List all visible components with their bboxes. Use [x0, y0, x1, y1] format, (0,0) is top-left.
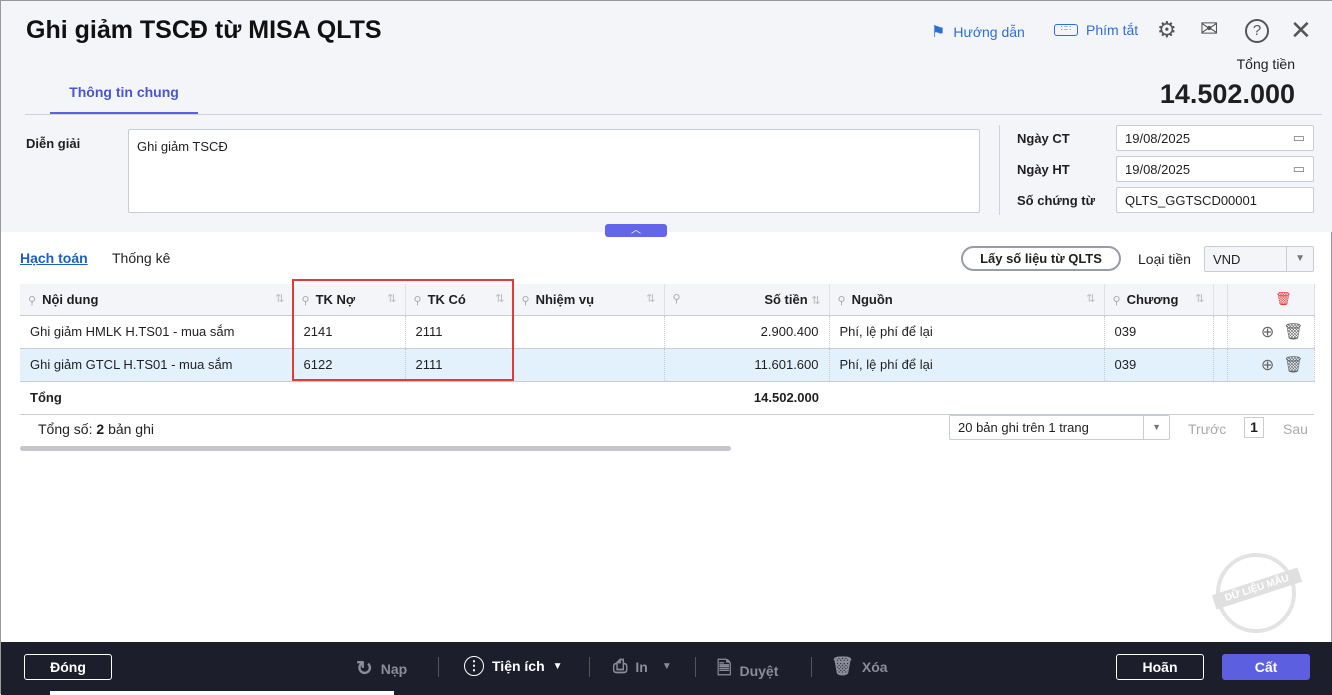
footer-toolbar: Đóng ↻ Nạp ⋮ Tiện ích ▼ ⎙ In ▼ 🗎 Duyệt 🗑 Xóa Ho… [1, 642, 1332, 695]
chevron-down-icon: ▼ [1143, 416, 1161, 439]
col-credit[interactable]: ⚲ TK Có ⇅ [405, 284, 514, 316]
delete-button[interactable]: 🗑 Xóa [831, 656, 888, 676]
voucher-input[interactable]: QLTS_GGTSCD00001 [1116, 187, 1314, 213]
add-row-icon[interactable]: ⊕ [1260, 356, 1275, 374]
date-ct-label: Ngày CT [1017, 131, 1070, 146]
sort-icon[interactable]: ⇅ [387, 292, 397, 305]
save-button[interactable]: Cất [1222, 654, 1310, 680]
sort-icon[interactable]: ⇅ [646, 292, 656, 305]
table-header: ⚲ Nội dung ⇅ ⚲ TK Nợ ⇅ ⚲ TK Có ⇅ ⚲ Nhiệm vụ ⇅ ⚲ S… [20, 284, 1315, 316]
col-content[interactable]: ⚲ Nội dung ⇅ [20, 284, 294, 316]
page-1-button[interactable]: 1 [1244, 417, 1264, 438]
pin-icon[interactable]: ⚲ [301, 294, 310, 307]
shortcuts-link[interactable]: ∷∷ Phím tắt [1054, 22, 1138, 38]
date-ht-input[interactable]: 19/08/2025 ▭ [1116, 156, 1314, 182]
guide-link[interactable]: ⚑ Hướng dẫn [931, 24, 1025, 41]
tab-general-info[interactable]: Thông tin chung [50, 71, 198, 115]
approve-button[interactable]: 🗎 Duyệt [717, 656, 778, 686]
col-actions: 🗑 [1227, 284, 1315, 316]
keyboard-icon: ∷∷ [1054, 24, 1078, 36]
mail-icon[interactable]: ✉ [1200, 16, 1219, 41]
trash-icon[interactable]: 🗑 [1283, 323, 1304, 341]
scroll-indicator [50, 691, 394, 695]
accounting-table: ⚲ Nội dung ⇅ ⚲ TK Nợ ⇅ ⚲ TK Có ⇅ ⚲ Nhiệm vụ ⇅ ⚲ S… [20, 284, 1315, 415]
table-row[interactable]: Ghi giảm HMLK H.TS01 - mua sắm 2141 2111… [20, 315, 1315, 349]
record-count: Tổng số: 2 bản ghi [38, 421, 154, 437]
calendar-icon[interactable]: ▭ [1292, 130, 1305, 145]
sort-icon[interactable]: ⇅ [495, 292, 505, 305]
tab-accounting[interactable]: Hạch toán [20, 250, 88, 266]
date-ht-label: Ngày HT [1017, 162, 1070, 177]
description-label: Diễn giải [26, 136, 81, 151]
sample-data-watermark: DỮ LIỆU MẪU [1211, 553, 1303, 633]
trash-icon[interactable]: 🗑 [1283, 356, 1304, 374]
sort-icon[interactable]: ⇅ [1195, 292, 1205, 305]
col-debit[interactable]: ⚲ TK Nợ ⇅ [293, 284, 406, 316]
collapse-button[interactable]: ︿ [605, 224, 667, 237]
col-amount[interactable]: ⚲ Số tiền ⇅ [664, 284, 830, 316]
table-row[interactable]: Ghi giảm GTCL H.TS01 - mua sắm 6122 2111… [20, 348, 1315, 382]
next-button[interactable]: Sau [1283, 421, 1308, 437]
horizontal-scrollbar[interactable] [20, 446, 731, 451]
close-button[interactable]: Đóng [24, 654, 112, 680]
divider [999, 125, 1000, 215]
more-icon: ⋮ [464, 656, 484, 676]
total-value: 14.502.000 [1159, 79, 1295, 109]
pin-icon[interactable]: ⚲ [413, 294, 422, 307]
trash-icon: 🗑 [831, 656, 854, 676]
currency-select[interactable]: VND ▼ [1204, 246, 1314, 272]
add-row-icon[interactable]: ⊕ [1260, 323, 1275, 341]
divider [25, 114, 1322, 115]
refresh-icon: ↻ [356, 658, 373, 680]
reload-button[interactable]: ↻ Nạp [356, 658, 408, 680]
gear-icon[interactable]: ⚙ [1157, 17, 1177, 42]
sort-icon[interactable]: ⇅ [811, 294, 821, 307]
delete-all-icon[interactable]: 🗑 [1274, 291, 1292, 307]
voucher-label: Số chứng từ [1017, 193, 1096, 208]
col-chapter[interactable]: ⚲ Chương ⇅ [1104, 284, 1214, 316]
total-row: Tổng 14.502.000 [20, 381, 1314, 415]
pin-icon[interactable]: ⚲ [521, 294, 530, 307]
prev-button[interactable]: Trước [1188, 421, 1227, 437]
close-icon[interactable]: ✕ [1290, 15, 1312, 45]
chevron-down-icon: ▼ [1286, 247, 1305, 271]
col-extra [1213, 284, 1228, 316]
caret-down-icon: ▼ [552, 660, 563, 672]
currency-label: Loại tiền [1138, 251, 1191, 267]
pin-icon[interactable]: ⚲ [28, 294, 37, 307]
page-title: Ghi giảm TSCĐ từ MISA QLTS [26, 16, 382, 44]
total-label: Tổng tiền [1236, 56, 1295, 72]
postpone-button[interactable]: Hoãn [1116, 654, 1204, 680]
signpost-icon: ⚑ [931, 24, 946, 41]
help-icon[interactable]: ? [1245, 19, 1269, 43]
date-ct-input[interactable]: 19/08/2025 ▭ [1116, 125, 1314, 151]
sort-icon[interactable]: ⇅ [275, 292, 285, 305]
document-icon: 🗎 [717, 658, 732, 678]
tab-stats[interactable]: Thống kê [112, 250, 171, 266]
description-input[interactable]: Ghi giảm TSCĐ [128, 129, 980, 213]
printer-icon: ⎙ [613, 656, 628, 676]
fetch-qlts-button[interactable]: Lấy số liệu từ QLTS [961, 246, 1121, 271]
page-size-select[interactable]: 20 bản ghi trên 1 trang ▼ [949, 415, 1170, 440]
caret-down-icon: ▼ [661, 661, 672, 672]
chevron-up-icon: ︿ [631, 225, 641, 236]
print-button[interactable]: ⎙ In ▼ [613, 656, 672, 676]
col-source[interactable]: ⚲ Nguồn ⇅ [829, 284, 1105, 316]
utilities-button[interactable]: ⋮ Tiện ích ▼ [464, 656, 563, 676]
sort-icon[interactable]: ⇅ [1086, 292, 1096, 305]
pin-icon[interactable]: ⚲ [1112, 294, 1121, 307]
pin-icon[interactable]: ⚲ [672, 292, 681, 305]
pin-icon[interactable]: ⚲ [837, 294, 846, 307]
calendar-icon[interactable]: ▭ [1292, 161, 1305, 176]
highlight-box [292, 279, 514, 381]
col-task[interactable]: ⚲ Nhiệm vụ ⇅ [513, 284, 665, 316]
